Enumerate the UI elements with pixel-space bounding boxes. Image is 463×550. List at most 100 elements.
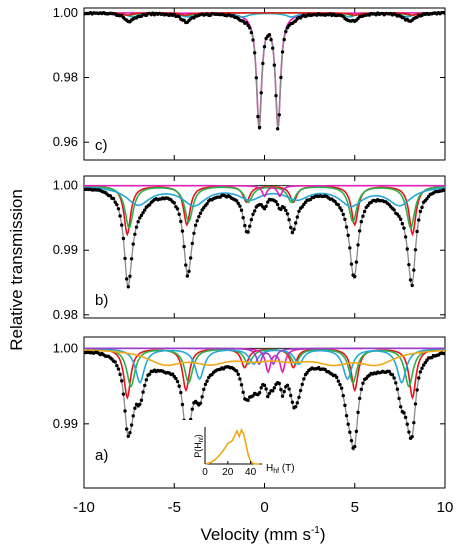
data-point — [128, 431, 132, 435]
data-point — [238, 377, 242, 381]
data-point — [177, 14, 181, 19]
data-point — [392, 376, 396, 380]
data-point — [274, 200, 278, 204]
component-cyan — [84, 186, 445, 208]
data-point — [271, 389, 275, 393]
data-point — [293, 405, 298, 409]
data-point — [284, 29, 288, 34]
data-point — [272, 386, 277, 390]
data-point — [417, 376, 421, 380]
data-point — [134, 225, 139, 229]
data-point — [246, 398, 250, 402]
data-point — [405, 422, 409, 426]
fit-total — [84, 12, 445, 131]
data-point — [234, 369, 239, 373]
data-point — [339, 208, 344, 212]
data-point — [139, 213, 144, 218]
data-point — [356, 410, 360, 415]
data-point — [349, 262, 354, 266]
data-point — [395, 387, 400, 391]
component-green — [84, 348, 445, 388]
data-point — [298, 388, 303, 393]
panel-label: b) — [95, 292, 108, 309]
data-point — [259, 91, 263, 95]
data-point — [203, 382, 208, 387]
data-point — [241, 390, 245, 395]
data-point — [387, 369, 391, 374]
data-point — [198, 401, 203, 405]
data-point — [192, 231, 196, 235]
data-point — [394, 381, 398, 385]
data-point — [249, 217, 254, 222]
data-point — [185, 274, 190, 278]
data-point — [113, 200, 117, 204]
data-point — [116, 367, 121, 371]
data-point — [190, 407, 194, 411]
data-point — [272, 63, 277, 67]
inset-y-label: P(Hhf) — [193, 434, 205, 458]
data-point — [251, 394, 255, 398]
data-point — [354, 429, 359, 434]
data-point — [202, 387, 206, 392]
data-point — [262, 45, 267, 49]
data-point — [172, 201, 176, 205]
data-point — [297, 209, 301, 213]
data-point — [174, 376, 178, 381]
data-point — [341, 393, 345, 398]
panels-layer: 0.96 0.98 1.00 c) 0.98 0.99 1.00 b) 0.99 1.00 a) 0 2… — [53, 5, 454, 516]
data-point — [118, 214, 122, 218]
data-point — [170, 372, 175, 376]
data-point — [266, 394, 270, 399]
data-point — [282, 37, 286, 42]
data-point — [271, 46, 275, 50]
data-point — [205, 379, 209, 383]
x-axis-label-main: Velocity (mm s — [200, 525, 311, 544]
data-point — [123, 256, 127, 261]
data-point — [413, 402, 418, 406]
data-point — [239, 208, 244, 212]
data-point — [124, 427, 129, 431]
data-point — [275, 127, 280, 131]
data-point — [289, 225, 293, 230]
plot-frame — [83, 7, 446, 161]
data-point — [290, 230, 295, 235]
data-point — [287, 387, 291, 391]
data-point — [251, 212, 255, 216]
data-point — [133, 232, 137, 237]
y-axis-label: Relative transmission — [7, 189, 26, 351]
panel-label: c) — [95, 137, 108, 154]
data-point — [407, 262, 411, 267]
data-point — [275, 202, 280, 207]
data-point — [399, 405, 403, 409]
data-point — [293, 221, 298, 225]
data-point — [248, 26, 252, 30]
data-point — [413, 248, 418, 252]
data-point — [397, 396, 401, 401]
data-point — [420, 366, 424, 371]
panel-c: 0.96 0.98 1.00 c) — [53, 5, 446, 161]
data-point — [267, 33, 272, 37]
y-tick-label: 0.99 — [53, 242, 78, 257]
data-point — [262, 207, 267, 211]
data-point — [129, 423, 134, 427]
inset-distribution: 0 20 40 P(Hhf) Hhf (T) — [178, 420, 308, 482]
data-point — [180, 229, 185, 233]
data-point — [257, 391, 262, 395]
data-point — [399, 217, 403, 221]
data-point — [133, 406, 137, 410]
data-point — [359, 220, 364, 224]
data-point — [236, 201, 240, 206]
data-point — [234, 199, 239, 203]
component-magenta — [84, 12, 445, 130]
y-tick-label: 1.00 — [53, 178, 78, 193]
data-point — [175, 379, 180, 384]
data-point — [261, 61, 265, 66]
x-tick-label: 5 — [351, 499, 359, 516]
data-point — [336, 203, 341, 207]
data-point — [195, 219, 199, 223]
data-point — [280, 50, 285, 54]
data-point — [121, 236, 126, 241]
data-point — [248, 224, 252, 228]
data-point — [354, 260, 359, 264]
data-point — [403, 235, 408, 239]
